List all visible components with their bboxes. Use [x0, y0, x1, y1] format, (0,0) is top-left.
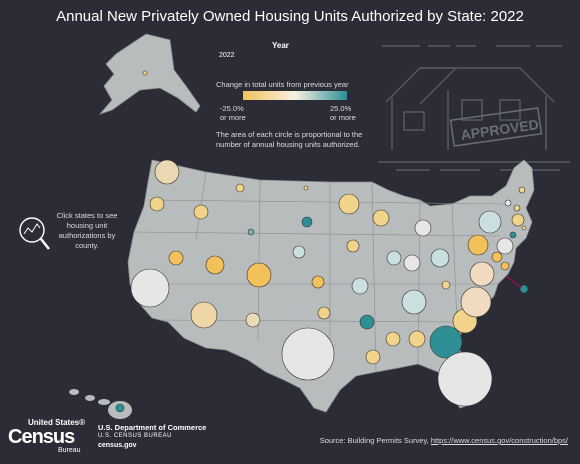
circle-mississippi — [385, 331, 401, 347]
circle-arizona — [190, 301, 218, 329]
circle-nevada — [168, 250, 184, 266]
circle-tennessee — [401, 289, 427, 315]
circle-washington — [154, 159, 180, 185]
circle-oregon — [149, 196, 165, 212]
circle-alaska — [142, 70, 148, 76]
circle-ohio — [430, 248, 450, 268]
circle-montana — [235, 183, 245, 193]
logo-main: Census — [8, 426, 75, 448]
circle-idaho — [193, 204, 209, 220]
circle-illinois — [386, 250, 402, 266]
circle-wisconsin — [372, 209, 390, 227]
circle-michigan — [414, 219, 432, 237]
circle-maryland — [491, 251, 503, 263]
bureau-name: U.S. CENSUS BUREAU — [98, 433, 173, 439]
legend-high-label: 25.0% — [330, 104, 352, 113]
census-logo: United States® Census Bureau — [8, 418, 85, 454]
circle-wyoming — [247, 228, 255, 236]
circle-pennsylvania — [467, 234, 489, 256]
circle-rhode-island — [521, 225, 527, 231]
circle-delaware — [500, 261, 510, 271]
legend-gradient-bar — [243, 91, 347, 100]
circle-virginia — [469, 261, 495, 287]
circle-arkansas — [359, 314, 375, 330]
circle-connecticut — [509, 231, 517, 239]
state-circles[interactable] — [115, 70, 529, 413]
circle-new-mexico — [245, 312, 261, 328]
source-prefix: Source: Building Permits Survey, — [319, 436, 431, 445]
circle-north-carolina — [460, 286, 492, 318]
circle-massachusetts — [511, 213, 525, 227]
area-note: The area of each circle is proportional … — [216, 130, 363, 149]
circle-louisiana — [365, 349, 381, 365]
circle-kansas — [311, 275, 325, 289]
circle-north-dakota — [303, 185, 309, 191]
department-block: U.S. Department of Commerce U.S. CENSUS … — [98, 423, 206, 450]
circle-california — [130, 268, 170, 308]
circle-vermont — [504, 199, 512, 207]
circle-south-dakota — [301, 216, 313, 228]
circle-iowa — [346, 239, 360, 253]
legend-high: 25.0% or more — [330, 104, 356, 122]
logo-bottom: Bureau — [58, 447, 81, 454]
circle-new-jersey — [496, 237, 514, 255]
circle-hawaii — [115, 403, 125, 413]
department-name: U.S. Department of Commerce — [98, 423, 207, 432]
circle-alabama — [408, 330, 426, 348]
circle-new-hampshire — [513, 204, 521, 212]
legend-low-label: -25.0% — [220, 104, 244, 113]
source-note: Source: Building Permits Survey, https:/… — [320, 436, 568, 445]
state-alaska[interactable] — [98, 33, 201, 115]
circle-georgia — [429, 325, 463, 359]
circle-new-york — [478, 210, 502, 234]
logo-top: United States® — [28, 418, 86, 427]
legend-low: -25.0% or more — [220, 104, 246, 122]
circle-utah — [205, 255, 225, 275]
circle-west-virginia — [441, 280, 451, 290]
circle-missouri — [351, 277, 369, 295]
click-note: Click states to see housing unit authori… — [56, 211, 118, 250]
circle-texas — [281, 327, 335, 381]
circle-florida — [437, 351, 493, 407]
year-filter-label: Year — [272, 41, 289, 50]
map-title: Annual New Privately Owned Housing Units… — [56, 8, 524, 25]
legend-caption: Change in total units from previous year — [216, 80, 349, 89]
circle-minnesota — [338, 193, 360, 215]
circle-nebraska — [292, 245, 306, 259]
state-hawaii[interactable] — [69, 389, 132, 419]
circle-maine — [518, 186, 526, 194]
legend-high-sub: or more — [330, 113, 356, 122]
year-select[interactable]: 2022 — [216, 51, 350, 64]
house-illustration — [378, 45, 570, 171]
circle-indiana — [403, 254, 421, 272]
circle-oklahoma — [317, 306, 331, 320]
circle-colorado — [246, 262, 272, 288]
circle-dc — [519, 284, 529, 294]
source-link[interactable]: https://www.census.gov/construction/bps/ — [430, 436, 568, 445]
legend-low-sub: or more — [220, 113, 246, 122]
dc-leader-line — [505, 275, 523, 289]
map-magnifier-icon — [19, 217, 50, 250]
census-site: census.gov — [98, 442, 137, 449]
